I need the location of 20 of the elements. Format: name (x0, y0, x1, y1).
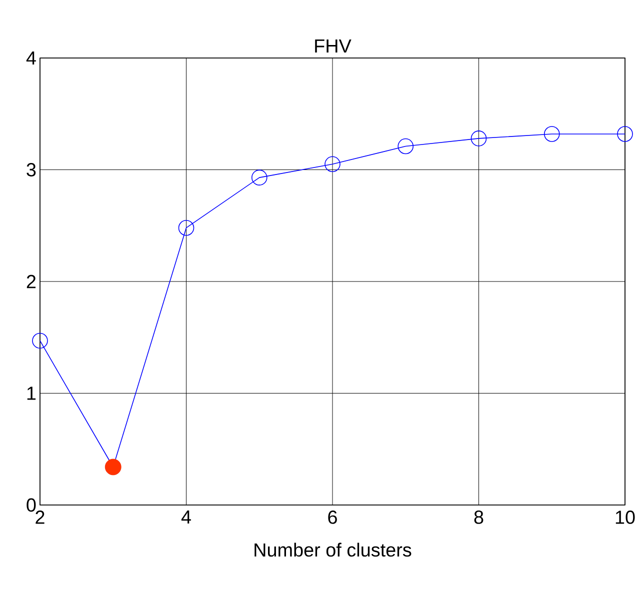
y-tick-label: 0 (26, 498, 36, 512)
point (178, 220, 194, 236)
x-tick-label: 2 (36, 510, 44, 524)
y-tick-label: 1 (27, 386, 36, 400)
y-tick-label: 4 (26, 51, 36, 65)
x-tick-label: 8 (474, 510, 484, 524)
point (544, 126, 560, 142)
x-axis-title: Number of clusters (254, 542, 412, 557)
point (324, 156, 340, 172)
y-tick-label: 3 (26, 163, 36, 176)
chart-title: FHV (315, 39, 352, 52)
x-tick-label: 6 (328, 510, 337, 524)
x-tick-label: 4 (181, 510, 191, 524)
point (32, 332, 48, 349)
x-tick-label: 10 (616, 510, 635, 524)
point (470, 130, 487, 146)
point (617, 126, 633, 142)
point (251, 170, 268, 186)
y-tick-label: 2 (26, 274, 36, 288)
point (398, 138, 414, 154)
